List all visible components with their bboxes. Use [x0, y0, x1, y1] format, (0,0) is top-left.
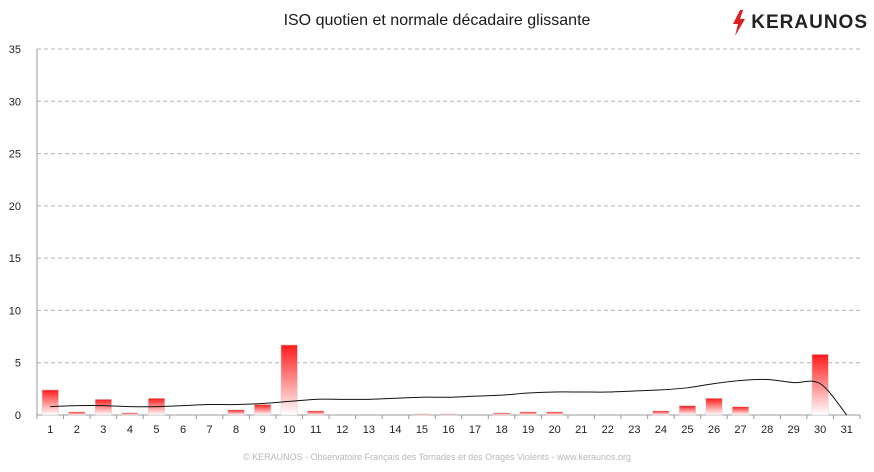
data-bar	[121, 412, 139, 416]
y-tick-label: 5	[15, 358, 21, 370]
y-tick-label: 0	[15, 410, 21, 422]
chart-title: ISO quotien et normale décadaire glissan…	[283, 12, 591, 29]
data-bar	[94, 399, 112, 416]
data-bar	[280, 344, 298, 416]
x-tick-label: 7	[207, 424, 213, 436]
x-tick-label: 9	[260, 424, 266, 436]
brand-logo: KERAUNOS	[731, 10, 868, 36]
x-tick-labels: 1 2 3 4 5 6 7 8 9 10 11 12 13 14 15 16 17 18 19 20 21 22 23 24 2…	[47, 424, 853, 436]
x-tick-label: 18	[495, 424, 507, 436]
x-tick-label: 31	[841, 424, 853, 436]
data-bar	[41, 389, 59, 416]
x-tick-label: 6	[180, 424, 186, 436]
x-tick-label: 16	[442, 424, 454, 436]
x-tick-label: 10	[283, 424, 295, 436]
lightning-bolt-icon	[733, 10, 746, 36]
x-tick-label: 2	[74, 424, 80, 436]
x-tick-label: 8	[233, 424, 239, 436]
x-tick-label: 22	[602, 424, 614, 436]
x-tick-label: 20	[549, 424, 561, 436]
data-bar	[811, 354, 829, 416]
data-bar	[652, 410, 670, 416]
data-bar	[546, 411, 564, 416]
x-tick-label: 19	[522, 424, 534, 436]
bar-series	[41, 344, 829, 416]
normal-line-series	[50, 378, 848, 416]
data-bar	[68, 411, 86, 416]
x-tick-label: 5	[153, 424, 159, 436]
data-bar	[413, 413, 431, 416]
x-tick-label: 14	[389, 424, 401, 436]
data-bar	[254, 404, 272, 416]
y-tick-label: 30	[9, 96, 21, 108]
x-tick-label: 21	[575, 424, 587, 436]
data-bar	[493, 412, 511, 416]
data-bar	[732, 406, 750, 416]
data-bar	[705, 397, 723, 416]
y-tick-labels: 0 5 10 15 20 25 30 35	[9, 44, 21, 422]
data-bar	[678, 405, 696, 416]
footer-credit: © KERAUNOS - Observatoire Français des T…	[243, 452, 631, 462]
data-bar	[439, 413, 458, 416]
x-tick-label: 4	[127, 424, 133, 436]
x-tick-label: 12	[336, 424, 348, 436]
x-tick-label: 29	[788, 424, 800, 436]
y-tick-label: 20	[9, 201, 21, 213]
x-tick-label: 13	[363, 424, 375, 436]
grid-lines	[37, 48, 860, 364]
data-bar	[307, 410, 325, 416]
y-tick-label: 10	[9, 305, 21, 317]
x-tick-label: 27	[734, 424, 746, 436]
x-tick-label: 23	[628, 424, 640, 436]
x-tick-label: 3	[100, 424, 106, 436]
x-tick-label: 28	[761, 424, 773, 436]
y-tick-label: 15	[9, 253, 21, 265]
x-tick-label: 1	[47, 424, 53, 436]
x-tick-label: 17	[469, 424, 481, 436]
y-tick-label: 35	[9, 44, 21, 56]
x-tick-label: 30	[814, 424, 826, 436]
x-tick-label: 25	[681, 424, 693, 436]
x-tick-label: 24	[655, 424, 667, 436]
data-bar	[227, 409, 245, 416]
x-tick-label: 26	[708, 424, 720, 436]
y-tick-label: 25	[9, 149, 21, 161]
normal-line	[50, 378, 848, 416]
data-bar	[519, 411, 537, 416]
axes	[36, 49, 861, 419]
x-tick-label: 15	[416, 424, 428, 436]
x-tick-label: 11	[310, 424, 321, 436]
brand-name: KERAUNOS	[751, 12, 868, 33]
